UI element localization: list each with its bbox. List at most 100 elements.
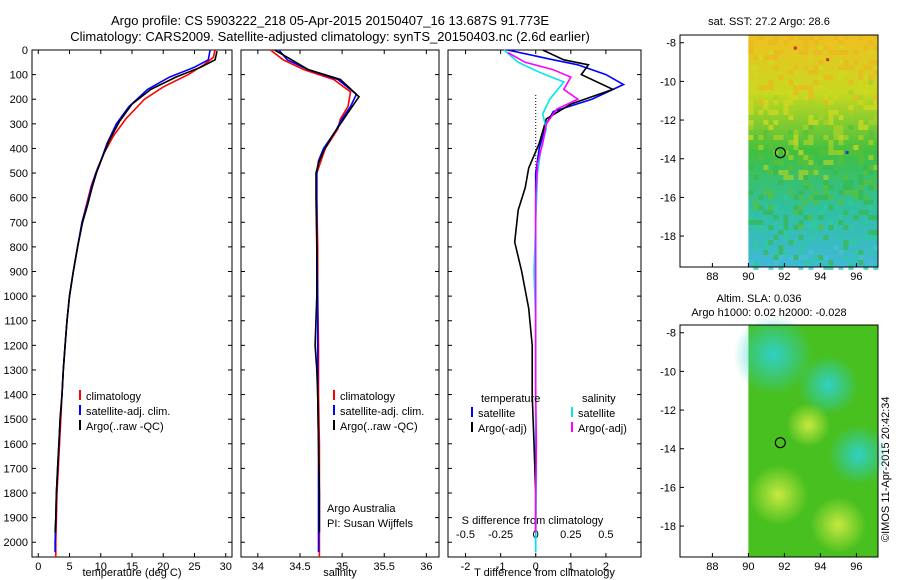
sst-pixel: [858, 80, 864, 85]
sst-pixel: [833, 125, 839, 130]
sst-pixel: [768, 50, 774, 55]
sst-pixel: [793, 95, 799, 100]
sst-pixel: [838, 250, 844, 255]
sst-pixel: [813, 50, 819, 55]
x-tick-label: 5: [66, 561, 72, 573]
sst-pixel: [758, 85, 764, 90]
sst-pixel: [808, 215, 814, 220]
sst-pixel: [808, 90, 814, 95]
sst-pixel: [838, 155, 844, 160]
x-tick-label: 92: [778, 271, 790, 283]
sst-pixel: [813, 80, 819, 85]
sst-pixel: [873, 230, 879, 235]
x-tick-label: 0: [533, 561, 539, 573]
sst-pixel: [858, 160, 864, 165]
sst-pixel: [763, 190, 769, 195]
y-tick-label: 2000: [4, 537, 28, 549]
sst-pixel: [868, 65, 874, 70]
sst-pixel: [748, 135, 754, 140]
sst-pixel: [808, 70, 814, 75]
sst-pixel: [818, 115, 824, 120]
sst-pixel: [768, 190, 774, 195]
sst-pixel: [748, 50, 754, 55]
sst-pixel: [828, 90, 834, 95]
sst-pixel: [818, 110, 824, 115]
sst-pixel: [778, 250, 784, 255]
sst-pixel: [808, 220, 814, 225]
sst-pixel: [873, 100, 879, 105]
sst-pixel: [763, 245, 769, 250]
sst-pixel: [773, 170, 779, 175]
sst-pixel: [808, 115, 814, 120]
sst-pixel: [783, 175, 789, 180]
sst-pixel: [778, 90, 784, 95]
sst-pixel: [818, 160, 824, 165]
sst-pixel: [813, 230, 819, 235]
sst-pixel: [848, 145, 854, 150]
map-title: Argo h1000: 0.02 h2000: -0.028: [691, 307, 846, 319]
sst-pixel: [758, 110, 764, 115]
sst-pixel: [803, 130, 809, 135]
sst-pixel: [788, 140, 794, 145]
sst-pixel: [843, 175, 849, 180]
sst-pixel: [858, 100, 864, 105]
sst-pixel: [768, 195, 774, 200]
map-frame: [679, 34, 879, 268]
sst-pixel: [753, 65, 759, 70]
sst-pixel: [773, 100, 779, 105]
sst-pixel: [808, 140, 814, 145]
sst-pixel: [858, 135, 864, 140]
y-tick-label: -16: [660, 482, 676, 494]
sst-pixel: [808, 235, 814, 240]
x-tick-label: 94: [814, 271, 826, 283]
sst-pixel: [768, 170, 774, 175]
sst-pixel: [808, 55, 814, 60]
sst-pixel: [813, 255, 819, 260]
sst-pixel: [763, 100, 769, 105]
sst-pixel: [823, 120, 829, 125]
x-tick-label: 35.5: [374, 561, 395, 573]
sst-pixel: [833, 110, 839, 115]
sst-pixel: [778, 135, 784, 140]
sst-pixel: [788, 90, 794, 95]
sst-pixel: [788, 35, 794, 40]
sst-pixel: [818, 50, 824, 55]
sst-pixel: [853, 50, 859, 55]
sst-pixel: [748, 110, 754, 115]
sst-pixel: [813, 65, 819, 70]
sst-pixel: [843, 240, 849, 245]
sst-pixel: [803, 215, 809, 220]
map-title: sat. SST: 27.2 Argo: 28.6: [708, 16, 830, 28]
sst-pixel: [843, 60, 849, 65]
sst-pixel: [858, 155, 864, 160]
sst-pixel: [828, 195, 834, 200]
sst-pixel: [863, 125, 869, 130]
sst-pixel: [848, 200, 854, 205]
y-tick-label: 100: [10, 70, 28, 82]
sst-pixel: [808, 195, 814, 200]
sst-pixel: [808, 260, 814, 265]
sst-pixel: [763, 85, 769, 90]
sst-pixel: [803, 140, 809, 145]
sst-pixel: [763, 120, 769, 125]
sst-pixel: [788, 190, 794, 195]
sst-pixel: [838, 160, 844, 165]
sst-pixel: [763, 135, 769, 140]
sst-pixel: [748, 125, 754, 130]
sst-pixel: [753, 175, 759, 180]
legend-label: Argo(-adj): [578, 423, 627, 435]
y-tick-label: 600: [10, 193, 28, 205]
series-line-1: [513, 49, 616, 533]
sst-pixel: [773, 205, 779, 210]
y-tick-label: 800: [10, 242, 28, 254]
sst-pixel: [813, 70, 819, 75]
sst-pixel: [823, 175, 829, 180]
sst-pixel: [763, 90, 769, 95]
sst-pixel: [858, 85, 864, 90]
sst-pixel: [828, 75, 834, 80]
sst-pixel: [813, 220, 819, 225]
sst-pixel: [783, 230, 789, 235]
sst-pixel: [858, 125, 864, 130]
sst-pixel: [793, 195, 799, 200]
sst-pixel: [808, 250, 814, 255]
